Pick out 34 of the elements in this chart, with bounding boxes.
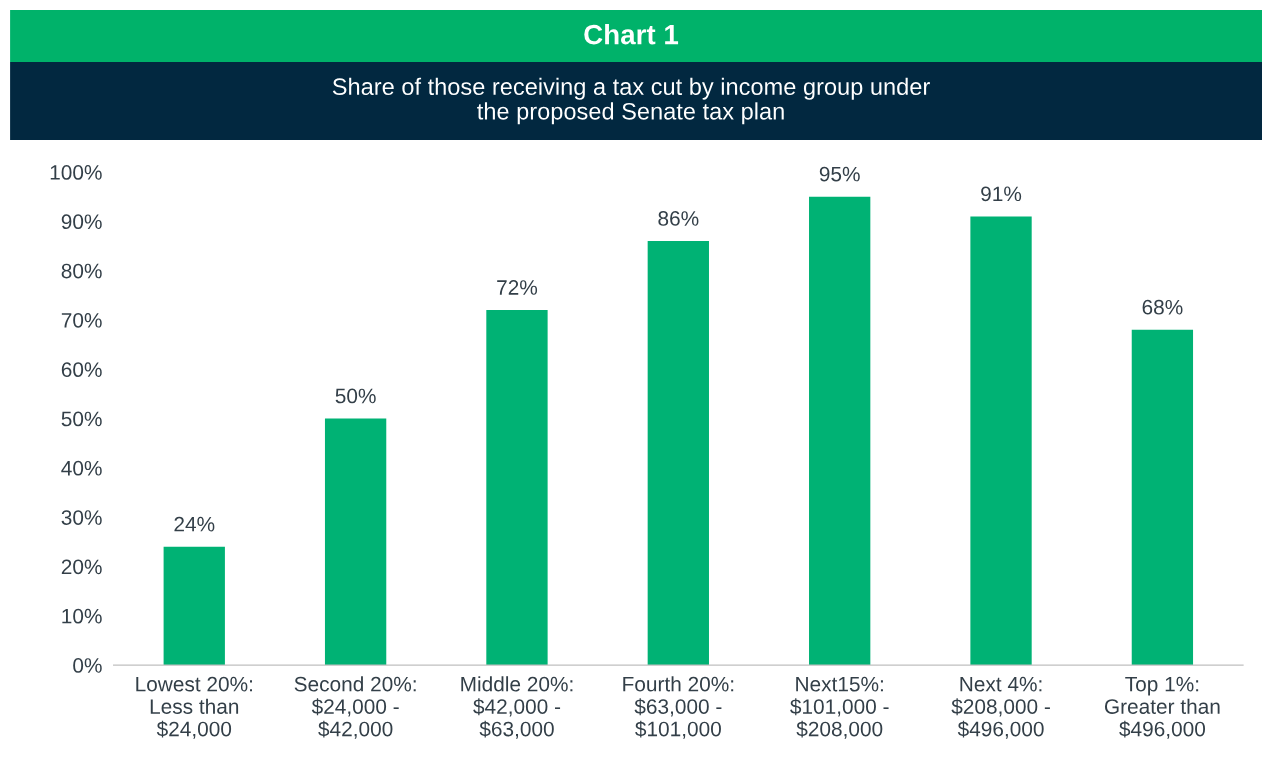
data-label: 50% [335, 388, 376, 404]
data-label: 72% [497, 280, 538, 295]
y-tick-label: 10% [62, 608, 102, 624]
y-tick-label: 90% [61, 214, 102, 230]
y-tick-label: 20% [61, 559, 102, 575]
chart-title: Chart 1 [584, 24, 679, 45]
y-tick-label: 100% [50, 165, 102, 180]
x-tick-label: Fourth 20%: $63,000 - $101,000 [623, 676, 734, 739]
data-label: 68% [1142, 299, 1183, 315]
bar [486, 310, 548, 666]
y-tick-label: 40% [61, 460, 102, 476]
x-tick-label: Lowest 20%: Less than $24,000 [136, 676, 252, 739]
data-label: 24% [174, 516, 215, 532]
x-tick-label: Middle 20%: $42,000 - $63,000 [461, 676, 573, 739]
y-tick-label: 0% [73, 658, 102, 673]
x-tick-label: Next 4%: $208,000 - $496,000 [951, 676, 1050, 739]
y-tick-label: 60% [61, 362, 102, 378]
x-tick-label: Next15%: $101,000 - $208,000 [790, 676, 889, 739]
y-tick-label: 30% [61, 510, 102, 525]
bar [970, 216, 1032, 666]
x-tick-label: Second 20%: $24,000 - $42,000 [294, 676, 416, 739]
bar [163, 546, 225, 666]
data-label: 91% [981, 186, 1022, 202]
y-tick-label: 50% [61, 411, 102, 427]
y-tick-label: 80% [61, 263, 102, 279]
bar [1131, 329, 1194, 666]
bar [809, 196, 871, 666]
data-label: 95% [819, 166, 860, 182]
x-tick-label: Top 1%: Greater than $496,000 [1104, 676, 1220, 739]
data-label: 86% [658, 211, 699, 226]
bar [647, 241, 709, 666]
bar [324, 418, 387, 666]
chart-subtitle: Share of those receiving a tax cut by income group under the proposed Senate tax plan [332, 77, 930, 125]
y-tick-label: 70% [61, 312, 102, 328]
